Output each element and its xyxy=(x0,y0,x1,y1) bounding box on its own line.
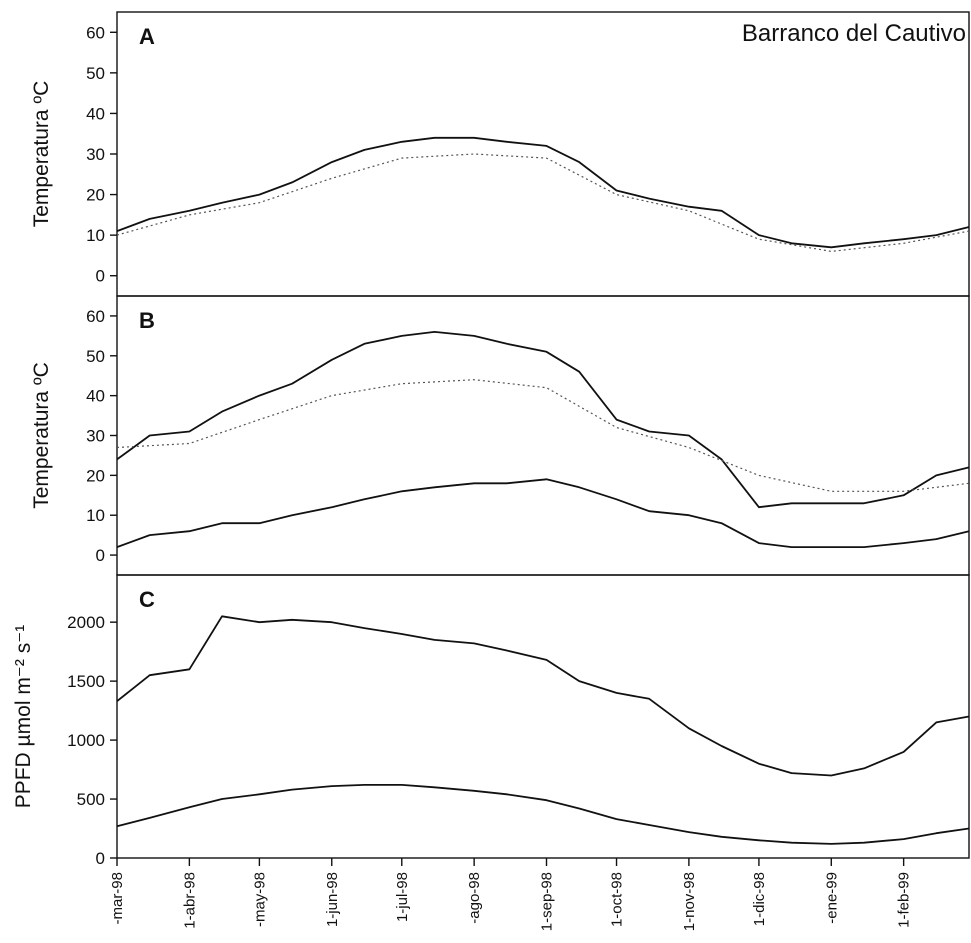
x-tick-label: 1-jul-98 xyxy=(394,872,411,922)
y-tick-label: 2000 xyxy=(67,613,105,632)
panel-frame xyxy=(116,574,970,859)
series-line-solid xyxy=(116,615,970,777)
x-tick-label: 1-jun-98 xyxy=(324,872,341,927)
y-tick-label: 0 xyxy=(96,849,105,868)
panel-frame xyxy=(116,11,970,297)
y-axis-title: PPFD µmol m⁻² s⁻¹ xyxy=(12,625,35,809)
y-tick-label: 500 xyxy=(77,790,105,809)
y-tick-label: 20 xyxy=(86,466,105,485)
y-tick-label: 1500 xyxy=(67,672,105,691)
y-tick-label: 10 xyxy=(86,506,105,525)
y-tick-label: 40 xyxy=(86,387,105,406)
x-tick-label: 1-feb-99 xyxy=(896,872,913,928)
x-tick-label: -ene-99 xyxy=(823,872,840,924)
y-tick-label: 60 xyxy=(86,307,105,326)
x-tick-label: 1-sep-98 xyxy=(539,872,556,931)
y-tick-label: 30 xyxy=(86,427,105,446)
y-tick-label: 0 xyxy=(96,546,105,565)
y-tick-label: 30 xyxy=(86,145,105,164)
x-tick-label: 1-oct-98 xyxy=(609,872,626,927)
series-line-dotted xyxy=(116,153,970,252)
x-tick-label: -mar-98 xyxy=(109,872,126,925)
x-tick-label: 1-abr-98 xyxy=(181,872,198,929)
x-tick-label: -ago-98 xyxy=(466,872,483,924)
y-tick-label: 60 xyxy=(86,23,105,42)
y-tick-label: 10 xyxy=(86,226,105,245)
series-line-solid xyxy=(116,136,970,249)
x-tick-label: -may-98 xyxy=(251,872,268,927)
y-tick-label: 0 xyxy=(96,267,105,286)
panel-letter: A xyxy=(139,24,155,49)
series-line-dotted xyxy=(116,379,970,492)
site-label: Barranco del Cautivo xyxy=(742,20,966,47)
chart-panels: 0 10 20 30 40 50 60 Temperatura ºC A 0 10 20 30 40 50 6… xyxy=(12,11,970,868)
y-tick-label: 1000 xyxy=(67,731,105,750)
series-line-solid xyxy=(116,784,970,845)
panel-frame xyxy=(116,295,970,576)
y-axis-title: Temperatura ºC xyxy=(30,81,53,228)
y-tick-label: 40 xyxy=(86,104,105,123)
panel-letter: C xyxy=(139,587,155,612)
series-line-solid xyxy=(116,330,970,509)
y-tick-label: 50 xyxy=(86,64,105,83)
series-line-solid xyxy=(116,478,970,548)
panel-a: 0 10 20 30 40 50 60 Temperatura ºC A xyxy=(30,11,970,297)
y-tick-label: 50 xyxy=(86,347,105,366)
panel-c: 0 500 1000 1500 2000 PPFD µmol m⁻² s⁻¹ C xyxy=(12,574,970,868)
y-tick-label: 20 xyxy=(86,186,105,205)
x-tick-label: 1-nov-98 xyxy=(681,872,698,931)
panel-letter: B xyxy=(139,308,155,333)
y-axis-title: Temperatura ºC xyxy=(30,362,53,509)
x-tick-label: 1-dic-98 xyxy=(751,872,768,926)
panel-b: 0 10 20 30 40 50 60 Temperatura ºC B xyxy=(30,295,970,576)
date-axis: -mar-98 1-abr-98 -may-98 1-jun-98 1-jul-98 -a… xyxy=(109,858,913,931)
